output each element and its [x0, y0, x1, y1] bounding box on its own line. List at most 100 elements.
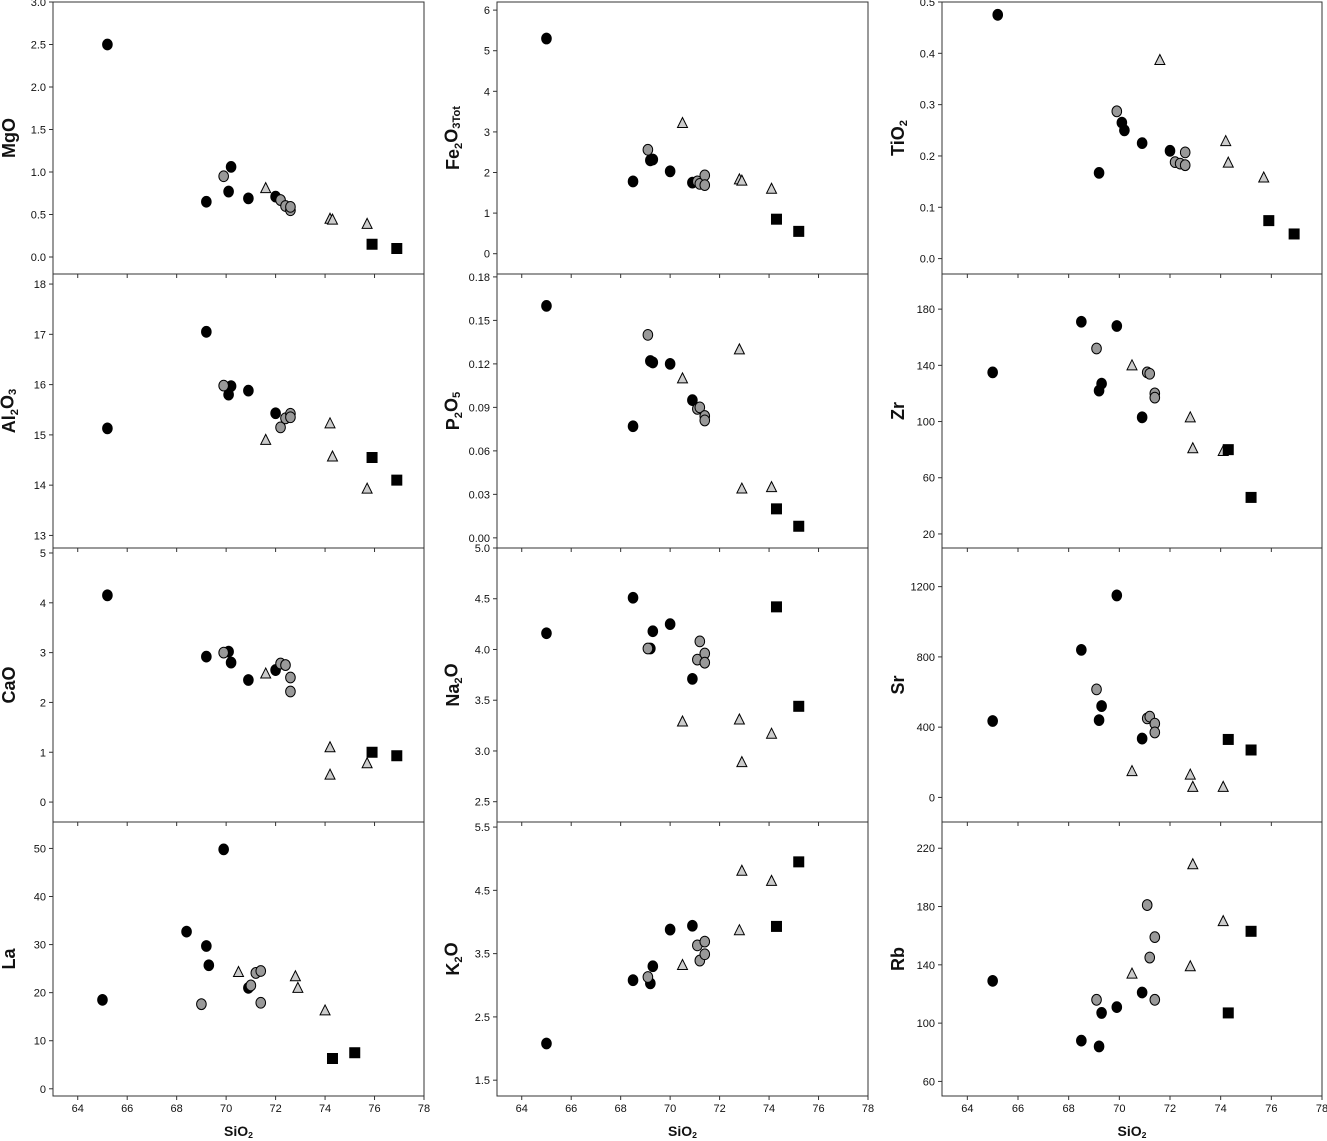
triangle-point [1186, 441, 1199, 454]
black-circle-point [1119, 124, 1130, 137]
x-tick-label: 78 [1316, 1103, 1327, 1115]
grey-circle-point [1144, 951, 1156, 964]
grey-circle-point [699, 169, 711, 182]
y-tick-label: 2.5 [31, 40, 46, 52]
y-tick-label: 20 [34, 988, 46, 1000]
black-circle-point [97, 993, 108, 1006]
grey-circle-point [245, 979, 257, 992]
black-circle-point [1096, 377, 1107, 390]
grey-circle-point [218, 170, 229, 183]
x-tick-label: 64 [516, 1103, 528, 1115]
y-tick-label: 3.5 [475, 695, 490, 707]
y-tick-label: 17 [34, 329, 46, 341]
black-circle-point [541, 32, 552, 45]
y-tick-label: 0.5 [31, 210, 46, 222]
triangle-point [292, 981, 304, 993]
black-circle-point [647, 153, 659, 166]
triangle-point [259, 433, 272, 445]
y-tick-label: 100 [917, 1018, 935, 1030]
triangle-point [676, 714, 689, 727]
y-tick-label: 140 [917, 360, 935, 372]
y-tick-label: 4 [40, 598, 46, 610]
x-tick-label: 70 [220, 1103, 232, 1115]
plot-frame [941, 1, 1323, 275]
black-circle-point [664, 357, 676, 370]
x-tick-label: 72 [713, 1103, 725, 1115]
y-tick-label: 0.1 [920, 202, 935, 214]
x-tick-label: 70 [664, 1103, 676, 1115]
y-axis-title: MgO [0, 118, 19, 158]
x-tick-label: 64 [961, 1103, 973, 1115]
x-tick-label: 66 [565, 1103, 577, 1115]
triangle-point [1257, 170, 1270, 183]
x-tick-label: 76 [368, 1103, 380, 1115]
panel-zr: 180 140 100 60 20 Zr [888, 273, 1323, 552]
square-point [1288, 228, 1300, 240]
black-circle-point [201, 940, 212, 952]
y-tick-label: 0 [40, 1084, 46, 1096]
triangle-point [1222, 156, 1235, 168]
triangle-point [676, 371, 689, 384]
y-tick-label: 3 [40, 648, 46, 660]
y-tick-label: 4.5 [475, 594, 490, 606]
grey-circle-point [642, 143, 654, 156]
square-point [770, 503, 782, 515]
x-tick-label: 72 [1164, 1103, 1176, 1115]
black-circle-point [627, 974, 639, 987]
plot-frame [52, 273, 425, 549]
triangle-point [1184, 959, 1197, 972]
triangle-point [1219, 134, 1232, 147]
black-circle-point [664, 618, 676, 631]
triangle-point [232, 965, 245, 977]
black-circle-point [1111, 589, 1123, 602]
black-circle-point [102, 422, 113, 435]
black-circle-point [541, 299, 552, 312]
y-axis-title: Zr [888, 402, 908, 420]
triangle-point [736, 481, 748, 494]
x-tick-label: 78 [418, 1103, 430, 1115]
y-tick-label: 2.5 [475, 797, 490, 809]
panel-mgo: 3.0 2.5 2.0 1.5 1.0 0.5 0.0 MgO [0, 0, 425, 278]
black-circle-point [201, 650, 212, 663]
y-tick-label: 1.5 [475, 1075, 490, 1087]
black-circle-point [987, 715, 998, 727]
plot-frame [941, 547, 1323, 823]
black-circle-point [1136, 986, 1148, 999]
square-point [1245, 925, 1257, 937]
y-axis-title: CaO [0, 666, 19, 703]
y-tick-label: 2.5 [475, 1012, 490, 1024]
y-tick-label: 3 [484, 127, 490, 139]
black-circle-point [687, 394, 698, 407]
grey-circle-point [285, 671, 296, 684]
black-circle-point [1096, 1007, 1107, 1019]
y-tick-label: 0.0 [920, 254, 935, 266]
grey-circle-point [275, 421, 286, 434]
black-circle-point [181, 925, 192, 938]
grey-circle-point [1149, 993, 1161, 1006]
square-point [770, 601, 782, 613]
black-circle-point [203, 959, 215, 972]
black-circle-point [647, 356, 659, 369]
triangle-point [1186, 857, 1199, 870]
triangle-point [736, 755, 748, 768]
panel-cao: 5 4 3 2 1 0 CaO [0, 547, 425, 826]
y-tick-label: 0.15 [469, 315, 490, 327]
square-point [366, 238, 378, 250]
triangle-point [1126, 764, 1138, 777]
black-circle-point [225, 656, 237, 669]
grey-circle-point [1091, 993, 1102, 1006]
square-point [1222, 444, 1234, 456]
y-tick-label: 10 [34, 1036, 46, 1048]
triangle-point [1186, 780, 1199, 792]
y-tick-label: 0.12 [469, 359, 490, 371]
square-point [1222, 733, 1234, 745]
x-tick-label: 66 [121, 1103, 133, 1115]
black-circle-point [1093, 714, 1105, 727]
black-circle-point [1076, 315, 1087, 328]
plot-frame [941, 821, 1323, 1097]
black-circle-point [218, 843, 229, 856]
square-point [793, 520, 805, 532]
x-tick-label: 74 [763, 1103, 775, 1115]
